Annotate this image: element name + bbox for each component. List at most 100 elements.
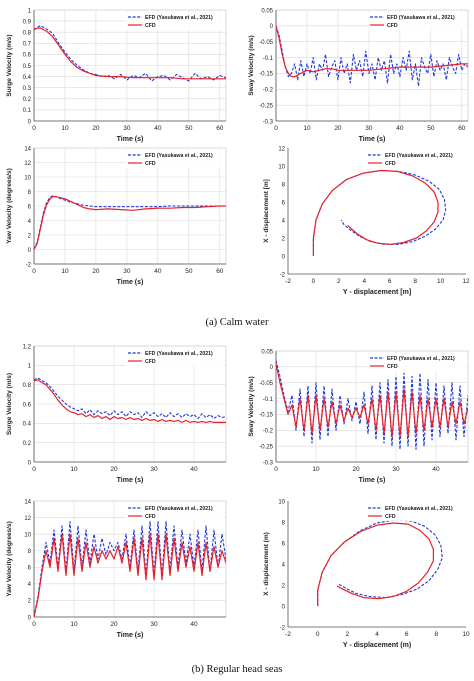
y-tick-label: 12 bbox=[278, 146, 285, 152]
plot-area bbox=[288, 148, 466, 274]
x-tick-label: 50 bbox=[427, 125, 435, 132]
y-tick-label: 8 bbox=[282, 182, 286, 188]
series-line-cfd bbox=[34, 195, 226, 250]
y-tick-label: -0.05 bbox=[259, 40, 273, 46]
y-tick-label: 10 bbox=[278, 164, 285, 170]
x-tick-label: 2 bbox=[346, 631, 350, 638]
y-tick-label: 0.05 bbox=[261, 8, 273, 14]
chart-calm-trajectory: -2 0 2 4 6 8 10 12 -2 0 2 4 6 8 10 12 Y - displacement [… bbox=[263, 146, 470, 296]
series-line-cfd bbox=[34, 379, 226, 424]
y-tick-label: 0.2 bbox=[23, 97, 32, 103]
y-tick-label: 0 bbox=[28, 460, 32, 466]
y-tick-label: 6 bbox=[28, 204, 32, 210]
legend-label-efd: EFD (Yasukawa et al., 2021) bbox=[145, 506, 213, 512]
x-tick-label: 60 bbox=[216, 125, 224, 132]
x-tick-label: 8 bbox=[435, 631, 439, 638]
y-tick-label: -0.05 bbox=[259, 381, 273, 387]
x-tick-label: 10 bbox=[70, 621, 78, 628]
y-tick-label: 14 bbox=[24, 499, 31, 505]
x-tick-label: 30 bbox=[365, 125, 373, 132]
chart-seas-trajectory: -2 0 2 4 6 8 10 -2 0 2 4 6 8 10 Y - displacement (m) X … bbox=[263, 499, 470, 649]
legend-label-cfd: CFD bbox=[145, 23, 156, 29]
y-tick-label: 6 bbox=[282, 200, 286, 206]
y-tick-label: 8 bbox=[28, 549, 32, 555]
y-tick-label: 0 bbox=[28, 615, 32, 621]
legend-label-cfd: CFD bbox=[387, 364, 398, 370]
legend-label-cfd: CFD bbox=[385, 161, 396, 167]
y-tick-label: -0.3 bbox=[263, 119, 274, 125]
y-tick-label: -0.15 bbox=[259, 413, 273, 419]
y-tick-label: -2 bbox=[26, 262, 32, 268]
series-line-efd bbox=[34, 377, 226, 420]
x-tick-label: 60 bbox=[458, 125, 466, 132]
x-axis-label: Time (s) bbox=[117, 136, 144, 143]
x-tick-label: 40 bbox=[154, 268, 162, 275]
y-tick-label: 2 bbox=[28, 599, 32, 605]
x-tick-label: 0 bbox=[32, 621, 36, 628]
x-tick-label: 10 bbox=[303, 125, 311, 132]
y-tick-label: 6 bbox=[282, 541, 286, 547]
y-tick-label: 0 bbox=[28, 248, 32, 254]
x-axis-label: Y - displacement [m] bbox=[343, 289, 411, 296]
legend-label-efd: EFD (Yasukawa et al., 2021) bbox=[145, 15, 213, 21]
y-tick-label: 4 bbox=[282, 562, 286, 568]
legend-label-cfd: CFD bbox=[387, 23, 398, 29]
y-tick-label: 12 bbox=[24, 516, 31, 522]
legend-box bbox=[368, 353, 466, 371]
series-line-cfd bbox=[276, 363, 468, 438]
chart-seas-sway: 0 10 20 30 40 0.05 0 -0.05 -0.1 -0.15 -0.2 -0.25 -0.… bbox=[248, 349, 469, 484]
caption-regular-head-seas: (b) Regular head seas bbox=[191, 664, 283, 675]
y-tick-label: 0.3 bbox=[23, 86, 32, 92]
legend-label-efd: EFD (Yasukawa et al., 2021) bbox=[387, 356, 455, 362]
y-tick-label: 4 bbox=[282, 218, 286, 224]
series-line-cfd bbox=[312, 169, 439, 256]
y-tick-label: 6 bbox=[28, 566, 32, 572]
x-tick-label: 20 bbox=[92, 125, 100, 132]
y-axis-label: Yaw Velocity (degrees/s) bbox=[6, 168, 13, 244]
x-tick-label: 40 bbox=[190, 466, 198, 473]
legend-box bbox=[368, 12, 466, 30]
y-tick-label: 14 bbox=[24, 146, 31, 152]
x-tick-label: 40 bbox=[190, 621, 198, 628]
legend-box bbox=[366, 150, 464, 168]
y-tick-label: 1.2 bbox=[23, 344, 32, 350]
y-tick-label: -2 bbox=[280, 272, 286, 278]
legend-label-cfd: CFD bbox=[145, 514, 156, 520]
x-tick-label: -2 bbox=[285, 278, 291, 285]
y-tick-label: 0 bbox=[270, 365, 274, 371]
y-tick-label: -0.1 bbox=[263, 56, 274, 62]
y-axis-label: Yaw Velocity (degrees/s) bbox=[6, 521, 13, 597]
x-tick-label: 10 bbox=[437, 278, 445, 285]
x-axis-label: Time (s) bbox=[359, 136, 386, 143]
y-tick-label: 0 bbox=[282, 254, 286, 260]
x-tick-label: 0 bbox=[32, 268, 36, 275]
y-tick-label: 8 bbox=[282, 520, 286, 526]
legend-label-cfd: CFD bbox=[385, 514, 396, 520]
y-tick-label: 0.4 bbox=[23, 75, 32, 81]
y-tick-label: 1 bbox=[28, 8, 32, 14]
x-tick-label: 30 bbox=[150, 621, 158, 628]
y-tick-label: 4 bbox=[28, 219, 32, 225]
x-axis-label: Time (s) bbox=[117, 279, 144, 286]
x-tick-label: 20 bbox=[352, 466, 360, 473]
y-tick-label: 0.2 bbox=[23, 441, 32, 447]
x-tick-label: 2 bbox=[337, 278, 341, 285]
y-axis-label: X - displacement (m) bbox=[263, 532, 270, 596]
legend-box bbox=[126, 150, 224, 168]
x-tick-label: 20 bbox=[110, 466, 118, 473]
x-tick-label: 0 bbox=[32, 466, 36, 473]
y-tick-label: -0.25 bbox=[259, 103, 273, 109]
y-tick-label: -0.3 bbox=[263, 460, 274, 466]
y-tick-label: 0.05 bbox=[261, 349, 273, 355]
y-tick-label: 1 bbox=[28, 364, 32, 370]
x-tick-label: 60 bbox=[216, 268, 224, 275]
x-axis-label: Time (s) bbox=[359, 477, 386, 484]
y-axis-label: X - displacement [m] bbox=[263, 179, 270, 243]
x-tick-label: 0 bbox=[274, 125, 278, 132]
y-tick-label: 10 bbox=[24, 532, 31, 538]
x-tick-label: 10 bbox=[312, 466, 320, 473]
y-tick-label: 0.8 bbox=[23, 383, 32, 389]
x-tick-label: 0 bbox=[316, 631, 320, 638]
y-tick-label: 2 bbox=[282, 236, 286, 242]
legend-box bbox=[366, 503, 464, 521]
